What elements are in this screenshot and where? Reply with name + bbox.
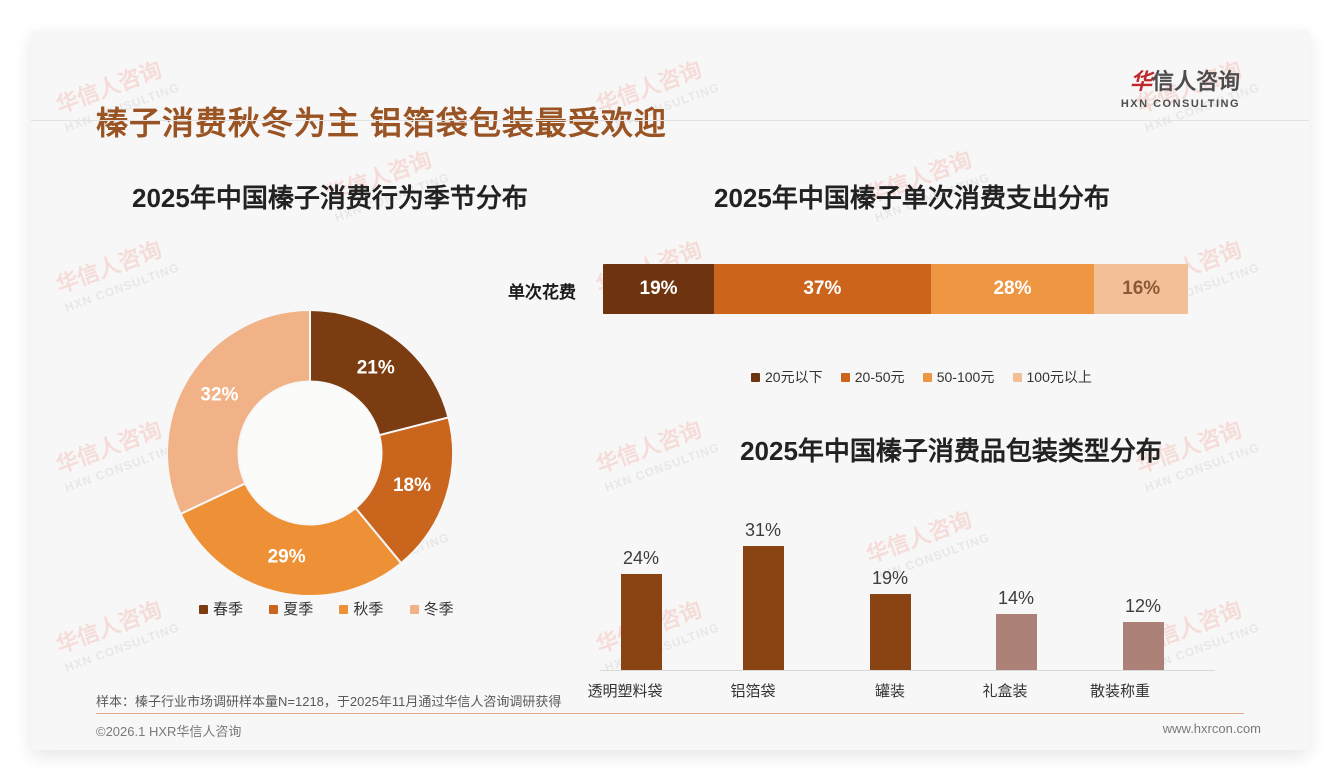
svg-text:21%: 21% [357,357,395,378]
svg-text:32%: 32% [200,385,238,406]
svg-text:18%: 18% [393,475,431,496]
svg-text:29%: 29% [268,547,306,568]
